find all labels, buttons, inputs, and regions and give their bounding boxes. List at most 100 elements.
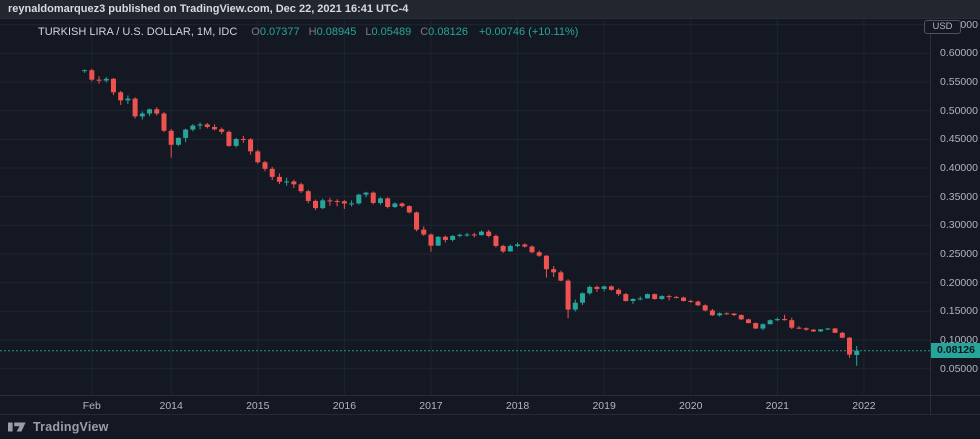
- tradingview-logo-icon: [8, 422, 26, 432]
- candle-body: [630, 298, 636, 301]
- time-tick-label: 2021: [765, 400, 789, 412]
- legend-ohlc-c: C0.08126: [420, 26, 468, 38]
- candle-body: [652, 294, 658, 299]
- legend-change: +0.00746 (+10.11%): [478, 26, 579, 38]
- candle-body: [695, 301, 701, 306]
- candle-body: [226, 131, 232, 146]
- candle-body: [442, 236, 448, 240]
- candle-body: [110, 78, 116, 93]
- price-tick-label: 0.10000: [940, 333, 978, 346]
- candle-body: [421, 229, 427, 235]
- candle-body: [89, 70, 95, 80]
- candle-body: [414, 212, 420, 230]
- candle-body: [327, 200, 333, 202]
- candle-body: [385, 198, 391, 207]
- candle-body: [565, 280, 571, 310]
- candle-body: [240, 139, 246, 141]
- candle-body: [709, 310, 715, 316]
- candle-body: [125, 98, 131, 101]
- candle-body: [681, 297, 687, 301]
- time-tick-label: 2017: [419, 400, 443, 412]
- candle-body: [558, 272, 564, 281]
- time-tick-label: 2016: [332, 400, 357, 412]
- candle-body: [572, 302, 578, 310]
- candle-body: [551, 269, 557, 273]
- candle-body: [767, 320, 773, 325]
- candle-body: [832, 328, 838, 333]
- time-tick-label: 2022: [852, 400, 876, 412]
- candle-body: [745, 319, 751, 324]
- candle-body: [659, 296, 665, 299]
- candle-body: [493, 235, 499, 246]
- tradingview-logo-text: TradingView: [33, 420, 109, 434]
- candle-body: [818, 329, 824, 332]
- candle-body: [363, 192, 369, 195]
- candle-body: [637, 298, 643, 300]
- candle-body: [688, 300, 694, 302]
- price-axis[interactable]: USD 0.08126 0.650000.600000.550000.50000…: [924, 19, 980, 415]
- candle-body: [219, 129, 225, 132]
- price-tick-label: 0.55000: [940, 75, 978, 88]
- tradingview-logo[interactable]: TradingView: [8, 418, 109, 436]
- candle-body: [846, 337, 852, 355]
- candle-body: [803, 328, 809, 330]
- candle-body: [810, 329, 816, 332]
- candle-body: [313, 200, 319, 209]
- time-axis[interactable]: Feb 2014 2015 2016 2017 2018 2019 2020 2021 2022: [0, 395, 980, 415]
- candle-body: [276, 176, 282, 182]
- candle-body: [392, 203, 398, 207]
- candle-body: [608, 286, 614, 290]
- candle-body: [284, 181, 290, 183]
- candle-body: [738, 315, 744, 320]
- candle-body: [291, 181, 297, 185]
- price-tick-label: 0.05000: [940, 362, 978, 375]
- attribution-bar: reynaldomarquez3 published on TradingVie…: [0, 0, 980, 19]
- candle-body: [753, 323, 759, 329]
- candle-body: [435, 236, 441, 246]
- candle-body: [774, 319, 780, 321]
- candle-body: [248, 139, 254, 152]
- candle-body: [616, 289, 622, 295]
- price-tick-label: 0.30000: [940, 219, 978, 232]
- candle-body: [543, 255, 549, 270]
- candle-body: [760, 324, 766, 329]
- candle-body: [334, 200, 340, 202]
- candle-body: [154, 109, 160, 114]
- candle-body: [183, 129, 189, 138]
- price-tick-label: 0.35000: [940, 190, 978, 203]
- candle-body: [529, 246, 535, 253]
- candle-body: [724, 313, 730, 315]
- candle-body: [262, 162, 268, 169]
- time-tick-label: 2019: [592, 400, 616, 412]
- candle-body: [789, 320, 795, 328]
- candle-body: [471, 234, 477, 236]
- candle-body: [839, 332, 845, 338]
- candle-body: [731, 313, 737, 316]
- candle-body: [825, 328, 831, 330]
- price-tick-label: 0.25000: [940, 247, 978, 260]
- candle-body: [377, 198, 383, 203]
- candle-body: [305, 191, 311, 201]
- legend-ohlc: O0.07377 H0.08945 L0.05489 C0.08126: [251, 26, 477, 38]
- candle-body: [450, 235, 456, 240]
- candle-body: [96, 79, 102, 81]
- candle-body: [478, 231, 484, 236]
- price-tick-label: 0.15000: [940, 305, 978, 318]
- symbol-title[interactable]: TURKISH LIRA / U.S. DOLLAR, 1M, IDC: [38, 26, 238, 38]
- candle-body: [623, 294, 629, 301]
- price-tick-label: 0.50000: [940, 104, 978, 117]
- candle-body: [211, 126, 217, 130]
- time-tick-label: Feb: [82, 400, 101, 412]
- time-tick-label: 2014: [159, 400, 183, 412]
- time-tick-label: 2020: [679, 400, 703, 412]
- candle-body: [601, 286, 607, 289]
- legend-ohlc-h: H0.08945: [308, 26, 357, 38]
- candle-body: [168, 130, 174, 145]
- candle-body: [132, 98, 138, 117]
- candle-body: [103, 78, 109, 81]
- time-tick-label: 2018: [505, 400, 530, 412]
- candle-body: [197, 124, 203, 126]
- candle-body: [341, 201, 347, 204]
